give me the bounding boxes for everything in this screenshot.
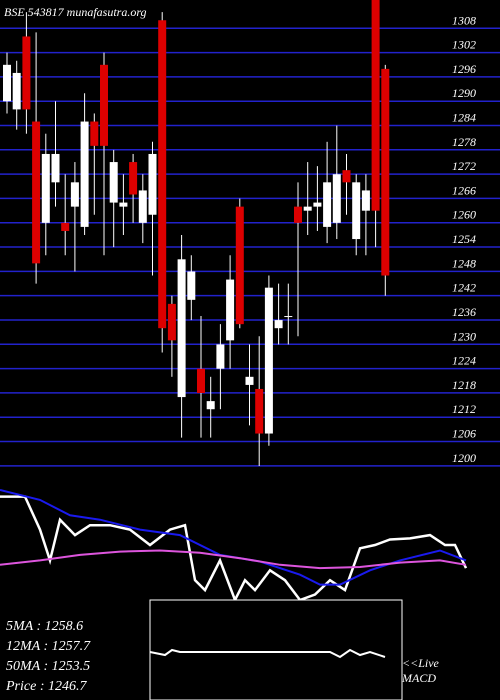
- indicator-panel: [0, 489, 468, 600]
- candle-body: [332, 174, 341, 223]
- annotation: 12MA : 1257.7: [6, 639, 91, 654]
- candle-body: [197, 368, 205, 394]
- candle-body: [177, 259, 186, 398]
- candle-body: [32, 121, 41, 264]
- candle-body: [148, 153, 157, 215]
- y-tick-label: 1248: [452, 256, 476, 270]
- candle-body: [381, 68, 390, 276]
- candle-body: [90, 121, 99, 146]
- candle-body: [352, 182, 361, 240]
- candle-body: [216, 344, 225, 369]
- indicator-line: [0, 549, 467, 570]
- candle-body: [274, 320, 283, 329]
- candle-body: [255, 388, 264, 434]
- candle-body: [284, 316, 293, 318]
- macd-label-box: <<Live MACD: [402, 656, 439, 685]
- candle-body: [167, 303, 176, 341]
- candle-body: [61, 222, 70, 231]
- candle-body: [371, 0, 380, 211]
- candle-body: [245, 376, 254, 385]
- candle-body: [22, 36, 31, 110]
- candle-body: [206, 401, 215, 410]
- indicator-line: [0, 495, 468, 600]
- y-tick-label: 1242: [452, 281, 476, 295]
- candle-body: [158, 20, 167, 329]
- y-tick-label: 1266: [452, 183, 476, 197]
- candle-body: [138, 190, 147, 223]
- candle-body: [100, 64, 108, 146]
- y-tick-label: 1254: [452, 232, 476, 246]
- y-tick-label: 1260: [452, 208, 476, 222]
- y-tick-label: 1224: [452, 354, 476, 368]
- candle-body: [187, 271, 196, 300]
- candle-body: [109, 162, 118, 203]
- candle-body: [235, 206, 244, 325]
- candle-body: [313, 202, 322, 207]
- candle-body: [51, 153, 60, 183]
- annotation: 50MA : 1253.5: [6, 659, 90, 674]
- y-tick-label: 1236: [452, 305, 476, 319]
- candle-body: [226, 279, 235, 341]
- y-tick-label: 1212: [452, 402, 476, 416]
- candles: [3, 0, 390, 466]
- candle-body: [70, 182, 79, 207]
- y-tick-label: 1272: [452, 159, 476, 173]
- y-tick-label: 1200: [452, 451, 476, 465]
- candle-body: [119, 202, 128, 207]
- macd-label: <<Live MACD: [402, 656, 439, 685]
- candle-body: [80, 121, 89, 227]
- y-tick-label: 1278: [452, 135, 476, 149]
- y-tick-label: 1290: [452, 86, 476, 100]
- candle-body: [3, 64, 11, 102]
- candle-body: [41, 153, 50, 223]
- annotation: Price : 1246.7: [5, 679, 87, 694]
- candle-body: [303, 206, 312, 211]
- y-tick-label: 1296: [452, 62, 476, 76]
- indicator-line: [149, 648, 386, 659]
- macd-panel: [149, 648, 386, 659]
- y-tick-label: 1218: [452, 378, 476, 392]
- candle-body: [264, 287, 273, 434]
- annotation: 5MA : 1258.6: [6, 619, 83, 634]
- y-tick-label: 1206: [452, 427, 476, 441]
- y-tick-label: 1302: [452, 38, 476, 52]
- y-tick-label: 1230: [452, 329, 476, 343]
- candle-body: [12, 72, 21, 110]
- candle-body: [294, 206, 302, 223]
- chart-title: BSE 543817 munafasutra.org: [4, 5, 147, 19]
- candle-body: [323, 182, 332, 227]
- candle-body: [129, 162, 138, 195]
- y-tick-label: 1284: [452, 111, 476, 125]
- candle-body: [361, 190, 370, 211]
- candle-body: [342, 170, 351, 183]
- macd-box: [149, 599, 403, 700]
- y-tick-label: 1308: [452, 13, 476, 27]
